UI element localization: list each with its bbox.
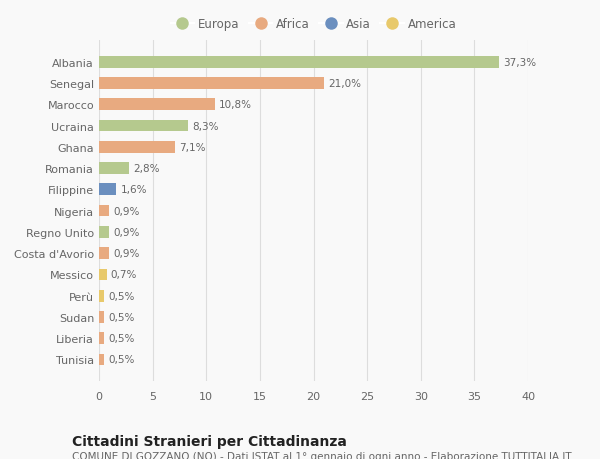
Bar — [99, 333, 104, 344]
Text: 0,5%: 0,5% — [109, 312, 135, 322]
Bar — [99, 205, 109, 217]
Text: COMUNE DI GOZZANO (NO) - Dati ISTAT al 1° gennaio di ogni anno - Elaborazione TU: COMUNE DI GOZZANO (NO) - Dati ISTAT al 1… — [72, 451, 572, 459]
Text: 8,3%: 8,3% — [193, 121, 219, 131]
Bar — [99, 163, 129, 174]
Text: 1,6%: 1,6% — [121, 185, 147, 195]
Text: 10,8%: 10,8% — [219, 100, 252, 110]
Text: 7,1%: 7,1% — [179, 142, 206, 152]
Text: 21,0%: 21,0% — [329, 79, 362, 89]
Text: 0,5%: 0,5% — [109, 291, 135, 301]
Bar — [99, 248, 109, 259]
Bar — [99, 311, 104, 323]
Text: 0,9%: 0,9% — [113, 249, 139, 258]
Legend: Europa, Africa, Asia, America: Europa, Africa, Asia, America — [166, 13, 461, 36]
Text: Cittadini Stranieri per Cittadinanza: Cittadini Stranieri per Cittadinanza — [72, 434, 347, 448]
Bar — [99, 290, 104, 302]
Text: 0,5%: 0,5% — [109, 334, 135, 343]
Text: 0,9%: 0,9% — [113, 227, 139, 237]
Bar — [99, 354, 104, 365]
Text: 0,9%: 0,9% — [113, 206, 139, 216]
Bar — [99, 184, 116, 196]
Bar — [99, 99, 215, 111]
Text: 0,5%: 0,5% — [109, 355, 135, 365]
Bar — [99, 227, 109, 238]
Text: 37,3%: 37,3% — [503, 57, 536, 67]
Bar — [99, 78, 324, 90]
Bar — [99, 269, 107, 280]
Text: 2,8%: 2,8% — [133, 164, 160, 174]
Text: 0,7%: 0,7% — [111, 270, 137, 280]
Bar — [99, 57, 499, 68]
Bar — [99, 142, 175, 153]
Bar — [99, 120, 188, 132]
